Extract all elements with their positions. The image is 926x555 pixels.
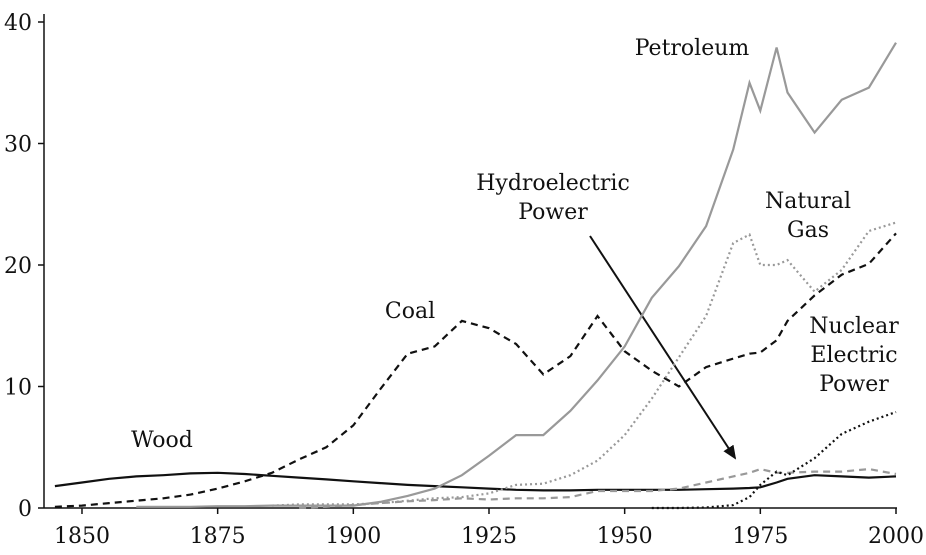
series-label: Hydroelectric Power: [476, 171, 630, 225]
x-tick-label: 1850: [54, 524, 110, 549]
y-tick-label: 20: [4, 254, 32, 279]
series-line: [651, 410, 897, 510]
annotation-arrow: [589, 235, 737, 460]
y-tick-label: 40: [4, 11, 32, 36]
x-tick-label: 1950: [597, 524, 653, 549]
series-label: Wood: [131, 428, 193, 453]
series-line: [136, 42, 897, 508]
x-tick-label: 2000: [868, 524, 924, 549]
x-tick-label: 1875: [190, 524, 246, 549]
series-line: [271, 221, 897, 507]
series-label: Petroleum: [635, 36, 750, 61]
y-tick-label: 10: [4, 376, 32, 401]
x-tick-label: 1975: [732, 524, 788, 549]
series-label: Natural Gas: [765, 189, 851, 243]
series-label: Nuclear Electric Power: [809, 314, 899, 397]
x-tick-label: 1900: [325, 524, 381, 549]
y-tick-label: 30: [4, 133, 32, 158]
x-tick-label: 1925: [461, 524, 517, 549]
series-line: [54, 232, 897, 508]
y-tick-label: 0: [18, 497, 32, 522]
series-line: [54, 471, 897, 492]
series-label: Coal: [385, 299, 435, 324]
series-line: [299, 467, 897, 509]
